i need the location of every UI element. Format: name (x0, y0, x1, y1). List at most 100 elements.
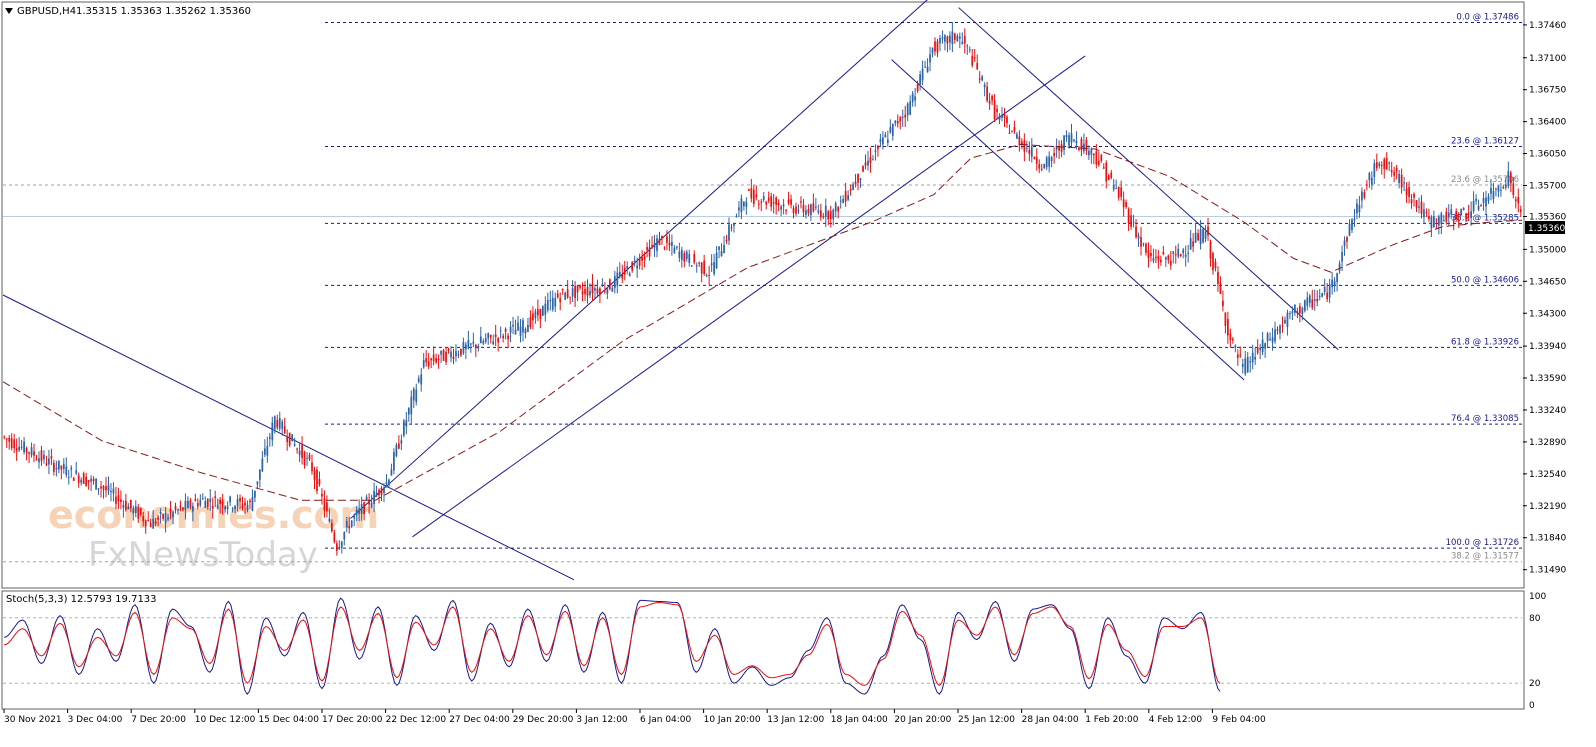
candle-body (757, 203, 760, 205)
candle-body (795, 206, 797, 214)
candle-body (978, 78, 981, 80)
candle-body (353, 515, 356, 519)
candle-body (1011, 131, 1013, 133)
channel-line[interactable] (958, 7, 1339, 351)
candle-body (1100, 155, 1103, 161)
candle-body (92, 478, 95, 482)
candle-body (25, 448, 28, 453)
candle-body (1122, 199, 1125, 208)
candle-body (1291, 311, 1294, 314)
channel-line[interactable] (412, 55, 1086, 538)
candle-body (1030, 146, 1033, 157)
candle-body (102, 486, 105, 490)
candle-body (321, 493, 323, 497)
symbol-menu-triangle-icon[interactable] (5, 8, 13, 14)
candle-body (1172, 251, 1175, 254)
candle-body (1222, 300, 1224, 307)
candle-body (1437, 216, 1440, 226)
candle-body (785, 210, 787, 212)
candle-body (276, 419, 279, 428)
candle-body (1187, 252, 1190, 254)
candle-body (713, 262, 715, 274)
candle-body (1227, 319, 1229, 336)
candle-body (534, 311, 537, 318)
candle-body (97, 488, 100, 490)
stoch-signal-line[interactable] (3, 601, 1221, 687)
candle-body (380, 487, 383, 495)
candle-body (1073, 139, 1075, 141)
candle-body (658, 238, 661, 246)
candle-body (1403, 182, 1405, 184)
candle-body (489, 334, 492, 338)
candle-body (1388, 162, 1391, 164)
candle-body (293, 443, 296, 446)
candle-body (762, 196, 765, 200)
candle-body (676, 246, 678, 248)
channel-line[interactable] (2, 294, 575, 581)
candle-body (792, 208, 795, 214)
candle-body (236, 499, 239, 507)
candle-body (946, 36, 949, 44)
candle-body (1259, 347, 1262, 350)
candle-body (28, 452, 30, 454)
candle-body (15, 448, 18, 452)
moving-average-line[interactable] (2, 143, 1523, 501)
candle-body (685, 251, 688, 259)
candle-body (1492, 190, 1495, 200)
candle-body (819, 210, 822, 218)
candle-body (869, 156, 872, 164)
candle-body (735, 216, 738, 218)
time-tick-label: 13 Jan 12:00 (767, 715, 824, 725)
time-tick-label: 30 Nov 2021 (4, 715, 62, 725)
candle-body (442, 350, 445, 361)
candle-body (1145, 243, 1147, 253)
candle-body (839, 200, 842, 202)
candle-body (1336, 273, 1338, 282)
candle-body (527, 325, 529, 332)
time-tick-label: 18 Jan 04:00 (831, 715, 888, 725)
candle-body (90, 478, 92, 482)
candle-body (1068, 135, 1070, 146)
candle-body (373, 490, 375, 505)
candle-body (182, 507, 184, 510)
candle-body (1480, 205, 1482, 207)
candle-body (1450, 209, 1453, 215)
candle-body (983, 84, 986, 88)
channel-line[interactable] (891, 59, 1245, 381)
stochastic-layer: 100 80 20 0 (3, 592, 1546, 711)
candle-body (743, 202, 745, 207)
candle-body (1147, 250, 1150, 258)
candle-body (899, 117, 902, 122)
candle-body (636, 265, 639, 269)
candle-body (1361, 191, 1363, 201)
current-price-tag (1525, 221, 1565, 234)
candle-body (1224, 312, 1227, 326)
candle-body (519, 326, 522, 336)
candle-body (1125, 202, 1127, 208)
candle-body (755, 194, 758, 198)
candle-body (1217, 271, 1219, 284)
candle-body (1358, 205, 1361, 212)
time-tick-label: 10 Jan 20:00 (704, 715, 761, 725)
candle-body (879, 139, 882, 143)
candle-body (688, 254, 691, 263)
candle-body (1120, 187, 1123, 197)
candle-body (296, 448, 298, 450)
candle-body (214, 496, 217, 499)
candle-body (360, 503, 363, 514)
candle-body (1356, 203, 1358, 214)
candle-body (1246, 356, 1249, 373)
candle-body (1445, 211, 1448, 222)
fib-level-label: 61.8 @ 1.33926 (1451, 337, 1519, 347)
price-tick-label: 1.33590 (1529, 374, 1566, 384)
candle-body (75, 470, 78, 474)
watermark-fxnewstoday: FxNewsToday (88, 535, 318, 575)
candle-body (55, 467, 58, 470)
candle-body (189, 500, 192, 508)
candle-body (110, 490, 112, 493)
candle-body (777, 202, 780, 206)
time-tick-label: 1 Feb 20:00 (1085, 715, 1139, 725)
candle-body (1130, 215, 1132, 227)
candle-body (765, 201, 768, 205)
